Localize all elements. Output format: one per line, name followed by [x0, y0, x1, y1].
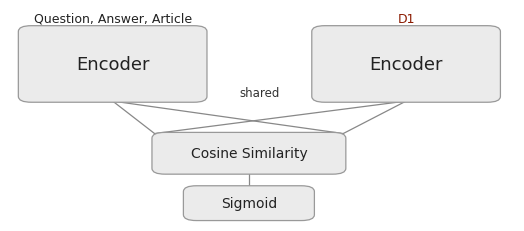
Text: Encoder: Encoder — [76, 56, 149, 74]
Text: shared: shared — [239, 87, 280, 100]
FancyBboxPatch shape — [18, 27, 207, 103]
FancyBboxPatch shape — [183, 186, 314, 221]
Text: Sigmoid: Sigmoid — [221, 196, 277, 210]
FancyBboxPatch shape — [152, 133, 346, 174]
FancyBboxPatch shape — [312, 27, 500, 103]
Text: D1: D1 — [397, 13, 415, 26]
Text: Encoder: Encoder — [369, 56, 443, 74]
Text: Question, Answer, Article: Question, Answer, Article — [34, 13, 192, 26]
Text: Cosine Similarity: Cosine Similarity — [191, 147, 307, 161]
